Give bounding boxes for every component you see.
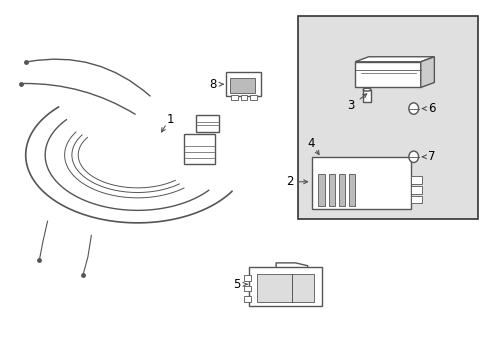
Bar — [328, 174, 334, 206]
Bar — [410, 196, 421, 203]
Bar — [230, 95, 237, 100]
Bar — [225, 72, 261, 96]
Bar — [243, 296, 251, 302]
Bar — [250, 95, 257, 100]
Bar — [297, 16, 477, 219]
Bar — [183, 134, 215, 164]
Text: 5: 5 — [233, 278, 240, 291]
Bar — [196, 114, 219, 132]
Bar — [243, 286, 251, 292]
Bar — [410, 176, 421, 184]
Bar — [348, 174, 355, 206]
Ellipse shape — [408, 103, 418, 114]
Bar — [410, 186, 421, 194]
Bar — [256, 274, 313, 302]
Text: 6: 6 — [427, 102, 435, 115]
Text: 1: 1 — [166, 113, 174, 126]
Text: 3: 3 — [346, 99, 353, 112]
Bar — [318, 174, 324, 206]
Bar — [311, 157, 410, 209]
Text: 8: 8 — [209, 78, 217, 91]
Bar — [363, 90, 370, 103]
Text: 4: 4 — [307, 138, 314, 150]
Bar — [243, 275, 251, 281]
Text: 7: 7 — [427, 150, 435, 163]
Polygon shape — [354, 62, 420, 87]
Bar — [229, 78, 255, 93]
Bar — [240, 95, 247, 100]
Polygon shape — [354, 57, 433, 62]
Bar — [249, 267, 322, 306]
Text: 2: 2 — [285, 175, 293, 188]
Bar — [338, 174, 345, 206]
Polygon shape — [420, 57, 433, 87]
Ellipse shape — [408, 151, 418, 162]
Ellipse shape — [363, 88, 370, 91]
